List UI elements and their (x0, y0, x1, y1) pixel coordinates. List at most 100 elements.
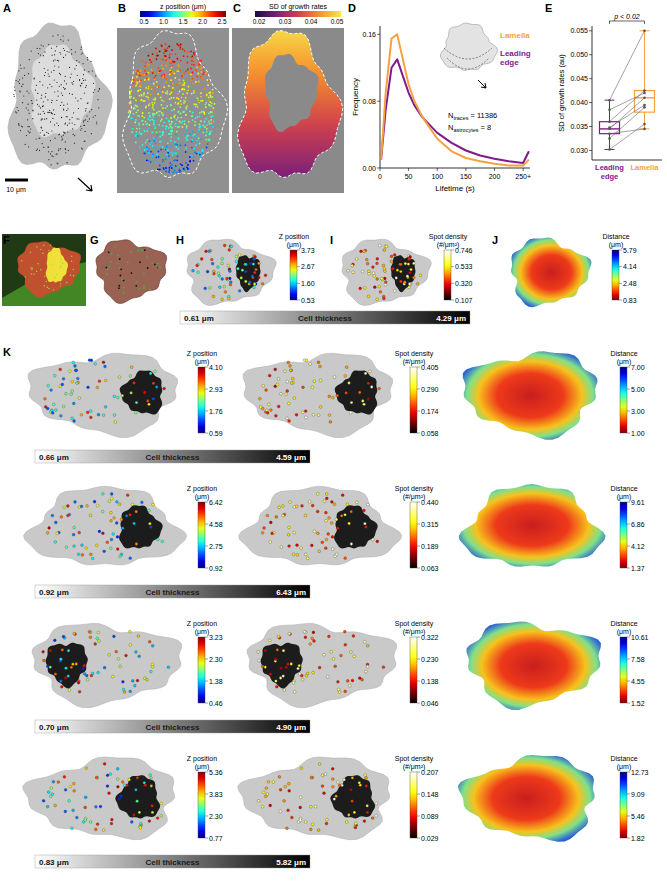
spot (197, 116, 199, 118)
spot (136, 70, 138, 72)
spot (81, 47, 82, 48)
spot (84, 141, 85, 142)
spot (84, 140, 85, 141)
colorbar-tick-label: 2.75 (209, 543, 223, 550)
spot (292, 553, 295, 556)
spot (330, 522, 333, 525)
spot (217, 266, 220, 269)
spot (178, 79, 180, 81)
spot (268, 639, 271, 642)
spot (26, 135, 27, 136)
spot (48, 250, 49, 251)
spot (44, 397, 47, 400)
spot (22, 102, 23, 103)
point (643, 96, 646, 99)
spot (162, 59, 164, 61)
colorbar-tick-label: 7.58 (631, 656, 645, 663)
spot (97, 99, 98, 100)
spot (43, 111, 44, 112)
colorbar-tick-label: 0.83 (623, 297, 637, 304)
spot (88, 630, 91, 633)
spot (200, 76, 202, 78)
colorbar-tick (619, 266, 622, 267)
spot (162, 107, 164, 109)
spot (45, 93, 46, 94)
pair-line (610, 31, 645, 100)
spot (44, 406, 47, 409)
spot (65, 149, 66, 150)
spot (146, 78, 148, 80)
spot (128, 111, 130, 113)
spot (313, 640, 316, 643)
spot (164, 48, 166, 50)
spot (72, 117, 73, 118)
spot (78, 690, 81, 693)
spot (209, 101, 211, 103)
spot (98, 530, 101, 533)
spot (14, 90, 15, 91)
spot (42, 106, 43, 107)
colorbar-tick (205, 568, 208, 569)
spot (179, 45, 181, 47)
spot (105, 267, 107, 269)
spot (180, 117, 182, 119)
spot (22, 84, 23, 85)
line-chart: 050100150200250+0.000.080.16Lifetime (s)… (351, 23, 531, 193)
pair-line (610, 105, 645, 127)
spot (56, 274, 57, 275)
cell-row: Z position(μm)0.591.762.934.10Spot densi… (28, 350, 645, 463)
spot (373, 286, 376, 289)
spot (67, 505, 70, 508)
spot (212, 126, 214, 128)
spot (253, 258, 256, 261)
spot (57, 162, 58, 163)
spot (34, 78, 35, 79)
spot (120, 518, 123, 521)
spot (173, 109, 175, 111)
spot (67, 116, 68, 117)
spot (142, 115, 144, 117)
spot (152, 104, 154, 106)
spot (328, 635, 331, 638)
spot (79, 80, 80, 81)
spot (135, 71, 137, 73)
colorbar-tick-label: 1.00 (631, 430, 645, 437)
spot (150, 94, 152, 96)
spot (213, 121, 215, 123)
colorbar-tick (205, 367, 208, 368)
spot (51, 151, 52, 152)
spot (145, 123, 147, 125)
point (643, 92, 646, 95)
arrow (478, 80, 486, 88)
colorbar-title: (μm) (617, 493, 632, 501)
colorbar-tick-label: 0.322 (421, 634, 439, 641)
spot (143, 273, 145, 275)
spot (113, 635, 116, 638)
spot (133, 83, 135, 85)
spot (240, 277, 243, 280)
spot (67, 162, 68, 163)
spot (102, 829, 105, 832)
spot (183, 111, 185, 113)
spot (183, 79, 185, 81)
spot (171, 167, 173, 169)
y-tick-label: 0.055 (570, 27, 588, 34)
spot (156, 112, 158, 114)
spot (160, 120, 162, 122)
spot (29, 113, 30, 114)
spot (187, 135, 189, 137)
spot (51, 102, 52, 103)
x-axis (380, 168, 530, 169)
spot (221, 298, 224, 301)
spot (72, 663, 75, 666)
spot (197, 106, 199, 108)
colorbar-title: Z position (187, 620, 217, 628)
spot (361, 400, 364, 403)
spot (195, 144, 197, 146)
spot (60, 283, 61, 284)
spot (179, 158, 181, 160)
spot (144, 79, 146, 81)
spot (218, 274, 221, 277)
spot (202, 132, 204, 134)
spot (136, 82, 138, 84)
